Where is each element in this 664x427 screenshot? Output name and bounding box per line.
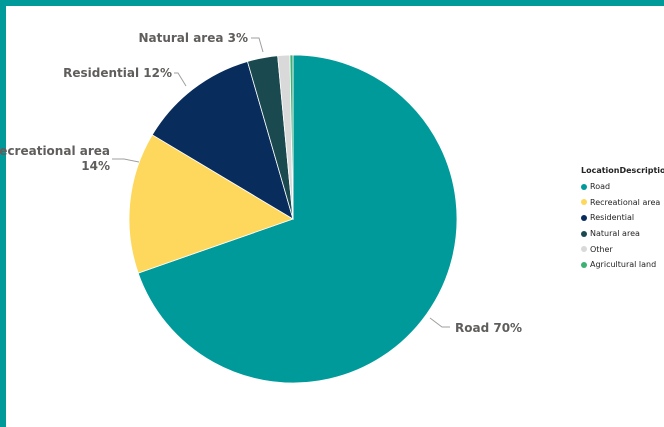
- legend-item-residential[interactable]: Residential: [581, 210, 664, 226]
- data-label-road: Road 70%: [455, 321, 522, 335]
- legend-item-other[interactable]: Other: [581, 241, 664, 257]
- legend-marker: [581, 214, 587, 221]
- legend-title: LocationDescription: [581, 166, 664, 175]
- legend-label: Recreational area: [590, 197, 661, 207]
- legend-marker: [581, 230, 587, 237]
- legend-item-recreational-area[interactable]: Recreational area: [581, 195, 664, 211]
- legend-item-road[interactable]: Road: [581, 179, 664, 195]
- legend-marker: [581, 246, 587, 253]
- legend-marker: [581, 183, 587, 190]
- legend-label: Residential: [590, 213, 635, 223]
- pie-slice-residential[interactable]: [151, 60, 294, 220]
- legend-marker: [581, 261, 587, 268]
- data-label-residential: Residential 12%: [63, 66, 172, 80]
- legend-label: Road: [590, 182, 611, 192]
- legend-marker: [581, 199, 587, 206]
- data-label-recreational-area: Recreational area 14%: [0, 144, 110, 173]
- leader-line-road: [429, 317, 450, 328]
- legend-label: Agricultural land: [590, 260, 657, 270]
- data-label-natural-area: Natural area 3%: [138, 31, 248, 45]
- legend-item-natural-area[interactable]: Natural area: [581, 226, 664, 242]
- pie-slice-recreational-area[interactable]: [128, 134, 294, 274]
- leader-line-recreational-area: [112, 158, 140, 163]
- legend-label: Other: [590, 244, 613, 254]
- leader-line-residential: [174, 72, 187, 87]
- legend-item-agricultural-land[interactable]: Agricultural land: [581, 257, 664, 273]
- legend-label: Natural area: [590, 229, 640, 239]
- pie-slice-agricultural-land[interactable]: [289, 54, 294, 220]
- pie-slice-road[interactable]: [137, 54, 458, 384]
- legend: LocationDescription Road Recreational are…: [581, 166, 664, 273]
- leader-line-natural-area: [251, 37, 264, 53]
